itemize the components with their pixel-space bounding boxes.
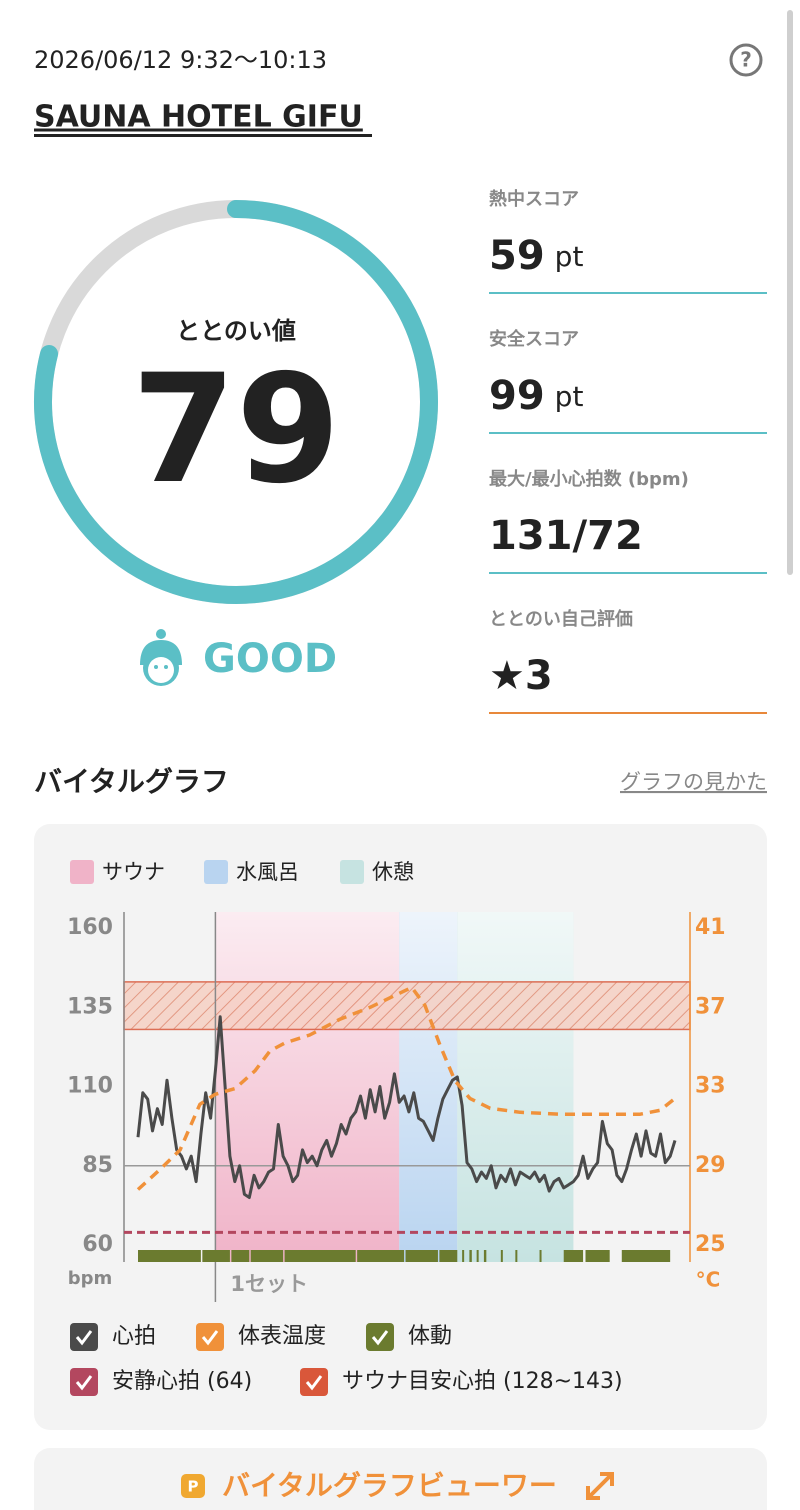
y-axis-label: bpm (68, 1268, 113, 1289)
y2-tick-label: 41 (695, 915, 726, 940)
section-title: バイタルグラフ (34, 765, 229, 798)
stat-value: 99 (489, 373, 545, 419)
y-tick-label: 110 (67, 1074, 113, 1099)
movement-bar (439, 1250, 458, 1262)
movement-bar (250, 1250, 284, 1262)
stat-underline (489, 572, 767, 574)
stat-value-row: 59 pt (489, 233, 583, 279)
stat-value: 59 (489, 233, 545, 279)
series-line (136, 1015, 677, 1199)
movement-toggle[interactable] (366, 1323, 394, 1351)
toggle-label: 体表温度 (238, 1324, 326, 1349)
stat-label: ととのい自己評価 (489, 608, 633, 630)
zone-legend-label: サウナ (102, 860, 165, 884)
series-toggle[interactable] (196, 1323, 224, 1351)
viewer-icon-bg (181, 1474, 205, 1498)
series-toggle[interactable] (70, 1323, 98, 1351)
zone-legend-label: 水風呂 (236, 860, 299, 884)
stat-value-row: ★3 (489, 653, 553, 699)
movement-bar (476, 1250, 479, 1262)
plot: サウナ 水風呂 休憩 1セット 60 85 110 135 160 25 29 33 37 41 bpm °C… (67, 860, 726, 1396)
movement-bar (405, 1250, 438, 1262)
movement-bar (357, 1250, 405, 1262)
y2-tick-label: 25 (695, 1232, 726, 1257)
help-icon[interactable] (729, 43, 763, 77)
toggle-label: 安静心拍 (64) (112, 1369, 252, 1394)
movement-bar (284, 1250, 356, 1262)
stat-underline (489, 292, 767, 294)
zone-legend-swatch (204, 860, 228, 884)
check-mark (371, 1330, 389, 1346)
y2-tick-label: 33 (695, 1074, 726, 1099)
check-mark (75, 1375, 93, 1391)
stat-underline (489, 712, 767, 714)
mascot-icon (140, 629, 182, 686)
scrollbar (787, 10, 793, 575)
viewer-label: バイタルグラフビューワー (222, 1469, 557, 1502)
score-label: ととのい値 (176, 317, 296, 345)
stat-label: 安全スコア (489, 328, 579, 350)
rating: GOOD (203, 636, 337, 682)
y2-tick-label: 37 (695, 994, 726, 1019)
movement-bar (231, 1250, 250, 1262)
guide-link[interactable]: グラフの見かた (620, 770, 767, 794)
set-label: 1セット (230, 1272, 308, 1296)
score-value: 79 (132, 343, 341, 517)
movement-bar (563, 1250, 584, 1262)
toggle-label: サウナ目安心拍 (128~143) (342, 1369, 623, 1394)
viewer-button[interactable] (34, 1448, 767, 1510)
stat-underline (489, 432, 767, 434)
y2-axis-label: °C (696, 1268, 721, 1292)
datetime: 2026/06/12 9:32〜10:13 (34, 46, 327, 74)
movement-bar (138, 1250, 201, 1262)
zone-legend-swatch (70, 860, 94, 884)
stat-value: 3 (525, 653, 553, 699)
stat-value-row: 131/72 (489, 513, 643, 559)
y-tick-label: 85 (82, 1153, 113, 1178)
movement-bar (483, 1250, 487, 1262)
resting-toggle[interactable] (70, 1368, 98, 1396)
check-mark (305, 1375, 323, 1391)
help-text: ? (740, 48, 752, 72)
movement-bar (515, 1250, 518, 1262)
zone-fade (215, 912, 400, 1262)
movement-bar (469, 1250, 472, 1262)
y-tick-label: 135 (67, 994, 113, 1019)
stat-label: 熱中スコア (489, 188, 579, 210)
y-tick-label: 160 (67, 915, 113, 940)
stat-label: 最大/最小心拍数 (bpm) (489, 468, 689, 490)
movement-bar (462, 1250, 465, 1262)
stat-value-row: 99 pt (489, 373, 583, 419)
expand-icon (586, 1472, 614, 1500)
y2-tick-label: 29 (695, 1153, 726, 1178)
y-tick-label: 60 (82, 1232, 113, 1257)
check-mark (201, 1330, 219, 1346)
target-toggle[interactable] (300, 1368, 328, 1396)
series-line (136, 985, 677, 1191)
movement-bar (202, 1250, 230, 1262)
zone-fade (457, 912, 574, 1262)
check-mark (75, 1330, 93, 1346)
toggle-label: 心拍 (112, 1324, 156, 1349)
toggle-label: 体動 (408, 1324, 452, 1349)
venue-underline (34, 134, 372, 137)
movement-bar (585, 1250, 610, 1262)
gauge-arc (34, 200, 438, 604)
stat-icon: ★ (489, 653, 525, 699)
stat-value: 131/72 (489, 513, 643, 559)
movement-bar (621, 1250, 671, 1262)
zone-legend-swatch (340, 860, 364, 884)
movement-bar (500, 1250, 503, 1262)
zone-legend-label: 休憩 (372, 860, 414, 884)
stat-unit: pt (555, 380, 584, 413)
venue[interactable]: SAUNA HOTEL GIFU (34, 100, 363, 135)
stat-unit: pt (555, 240, 584, 273)
viewer-icon: P (188, 1478, 199, 1496)
movement-bar (539, 1250, 542, 1262)
